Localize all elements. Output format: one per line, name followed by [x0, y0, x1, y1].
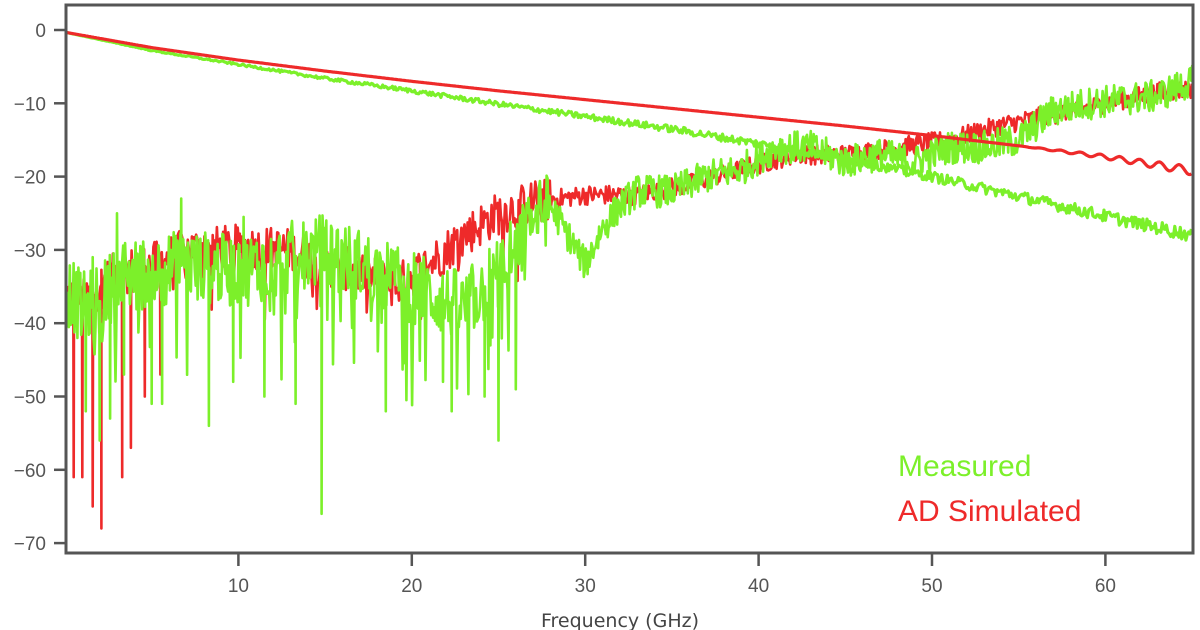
legend-item-ad-simulated: AD Simulated [898, 495, 1081, 528]
y-axis: 0 −10 −20 −30 −40 −50 −60 −70 [14, 21, 66, 555]
x-tick-label: 50 [921, 576, 942, 597]
y-tick-label: −50 [14, 388, 46, 409]
series-line [66, 30, 1193, 242]
y-tick-label: −10 [14, 94, 46, 115]
plot-frame [64, 3, 1195, 555]
y-tick-label: −20 [14, 168, 46, 189]
x-axis: 10 20 30 40 50 60 [228, 553, 1116, 597]
legend: Measured AD Simulated [898, 450, 1081, 528]
x-tick-label: 30 [575, 576, 596, 597]
x-tick-label: 20 [401, 576, 422, 597]
x-axis-title: Frequency (GHz) [541, 610, 699, 630]
y-tick-label: −30 [14, 241, 46, 262]
y-tick-label: −60 [14, 461, 46, 482]
y-tick-label: −40 [14, 314, 46, 335]
x-tick-label: 40 [748, 576, 769, 597]
x-tick-label: 10 [228, 576, 249, 597]
y-tick-label: 0 [35, 21, 46, 42]
x-tick-label: 60 [1095, 576, 1116, 597]
legend-item-measured: Measured [898, 450, 1031, 483]
series-layer [66, 30, 1193, 530]
y-tick-label: −70 [14, 534, 46, 555]
series-line [66, 30, 1193, 177]
